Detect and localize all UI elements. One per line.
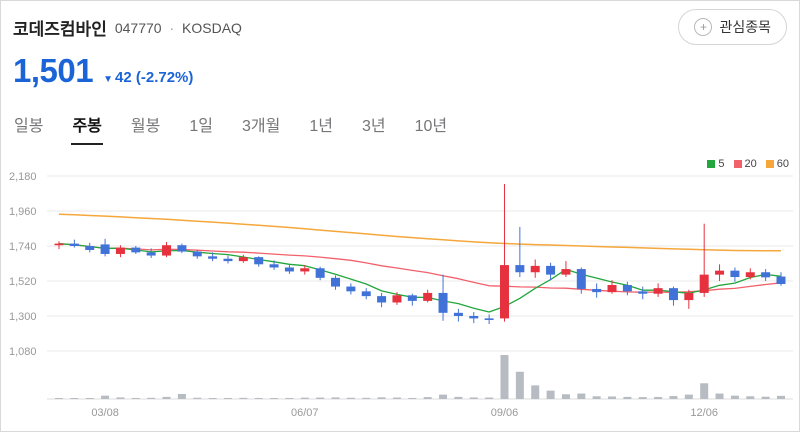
title-row: 코데즈컴바인 047770 · KOSDAQ <box>13 15 787 40</box>
tab-3years[interactable]: 3년 <box>361 110 387 145</box>
svg-text:1,960: 1,960 <box>9 206 37 218</box>
price-row: 1,501 ▼ 42 (-2.72%) <box>13 52 787 90</box>
svg-text:1,080: 1,080 <box>9 346 37 358</box>
legend-ma20: 20 <box>733 158 757 170</box>
svg-text:1,300: 1,300 <box>9 311 37 323</box>
down-arrow-icon: ▼ <box>103 74 113 85</box>
change-value: 42 <box>115 69 132 86</box>
change-percent: (-2.72%) <box>135 69 194 86</box>
candlestick-price-chart[interactable]: 2,180 1,960 1,740 1,520 1,300 1,080 03/08 06/07… <box>1 156 799 418</box>
tab-daily-candle[interactable]: 일봉 <box>13 110 44 145</box>
svg-text:1,520: 1,520 <box>9 276 37 288</box>
tab-1year[interactable]: 1년 <box>308 110 334 145</box>
svg-text:06/07: 06/07 <box>291 407 319 418</box>
ma20-swatch-icon <box>733 160 742 168</box>
chart-area: 5 20 60 2,180 1,960 1,740 1,520 1,300 1,080 03… <box>1 156 799 418</box>
ma60-label: 60 <box>776 158 789 170</box>
tab-3months[interactable]: 3개월 <box>241 110 281 145</box>
svg-text:12/06: 12/06 <box>690 407 718 418</box>
legend-ma5: 5 <box>707 158 725 170</box>
period-tabs: 일봉 주봉 월봉 1일 3개월 1년 3년 10년 <box>1 110 799 146</box>
price-change: ▼ 42 (-2.72%) <box>103 69 193 86</box>
ma-legend: 5 20 60 <box>707 158 789 170</box>
tab-1day[interactable]: 1일 <box>188 110 214 145</box>
add-watchlist-button[interactable]: + 관심종목 <box>678 9 787 45</box>
ma5-swatch-icon <box>707 160 716 168</box>
header: 코데즈컴바인 047770 · KOSDAQ + 관심종목 1,501 ▼ 42 … <box>1 1 799 90</box>
current-price: 1,501 <box>13 52 94 89</box>
ma20-label: 20 <box>744 158 757 170</box>
plus-circle-icon: + <box>694 18 713 36</box>
ma60-swatch-icon <box>765 160 774 168</box>
tab-weekly-candle[interactable]: 주봉 <box>71 110 103 145</box>
legend-ma60: 60 <box>765 158 789 170</box>
separator-dot: · <box>169 19 175 36</box>
tab-monthly-candle[interactable]: 월봉 <box>130 110 161 145</box>
stock-name: 코데즈컴바인 <box>13 20 107 39</box>
ma5-label: 5 <box>718 158 725 170</box>
watchlist-label: 관심종목 <box>719 19 771 35</box>
exchange-label: KOSDAQ <box>182 19 242 36</box>
svg-text:2,180: 2,180 <box>9 171 37 183</box>
stock-meta: 047770 · KOSDAQ <box>115 20 242 36</box>
stock-code: 047770 <box>114 19 162 36</box>
svg-text:03/08: 03/08 <box>91 407 119 418</box>
svg-text:1,740: 1,740 <box>9 241 37 253</box>
tab-10years[interactable]: 10년 <box>414 110 449 145</box>
svg-text:09/06: 09/06 <box>491 407 519 418</box>
